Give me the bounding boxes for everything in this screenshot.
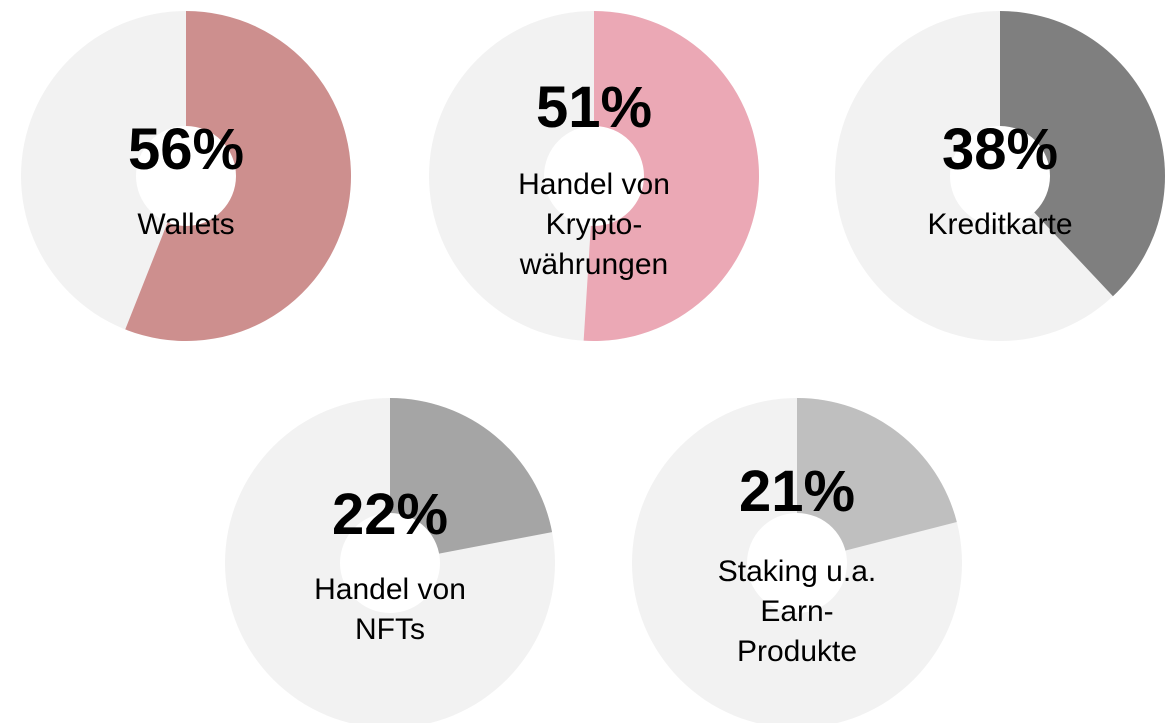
donut-slice (583, 11, 760, 342)
donut-slice (390, 398, 553, 563)
value-label: 22% (331, 482, 449, 547)
category-label: Handel von Krypto- währungen (518, 168, 670, 281)
donut-hole (544, 126, 644, 226)
donut-hole (136, 126, 236, 226)
donut-slice (797, 398, 957, 563)
value-label: 56% (127, 117, 245, 182)
donut-hole (340, 513, 440, 613)
value-label: 51% (535, 75, 653, 140)
category-label: Staking u.a. Earn- Produkte (717, 555, 877, 668)
donut-hole (747, 513, 847, 613)
category-label: Wallets (137, 208, 235, 241)
value-label: 38% (941, 117, 1059, 182)
donut-hole (950, 126, 1050, 226)
value-label: 21% (738, 459, 856, 524)
donut-slice (1000, 11, 1165, 297)
category-label: Handel von NFTs (314, 573, 466, 646)
donut-slice (125, 11, 351, 341)
category-label: Kreditkarte (927, 208, 1073, 241)
